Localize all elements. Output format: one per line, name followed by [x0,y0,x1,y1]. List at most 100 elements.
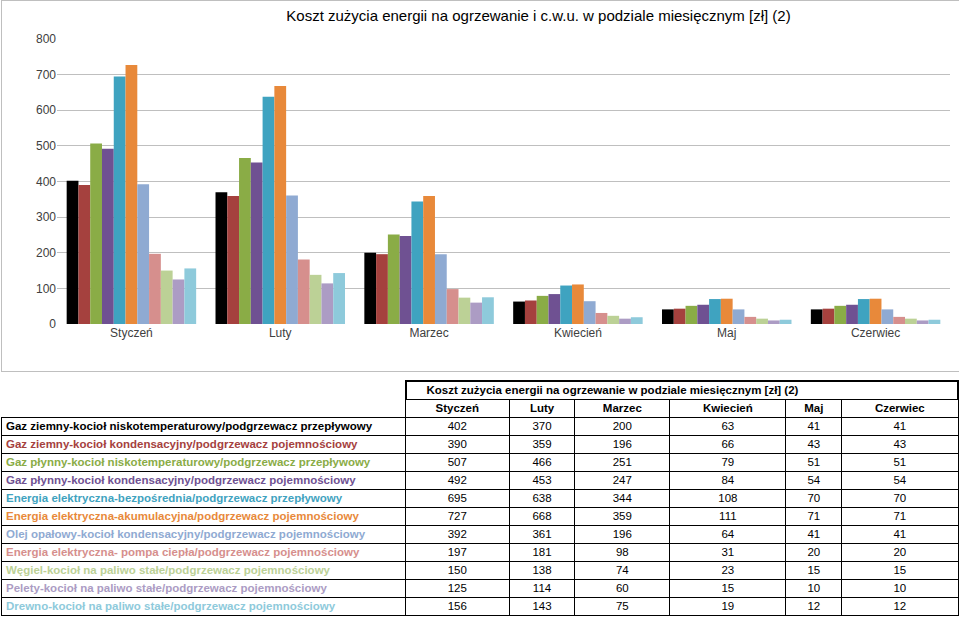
html-text:20: 20 [893,546,907,558]
html-text:200: 200 [612,420,632,432]
html-text:156: 156 [447,600,467,612]
html-text:668: 668 [532,510,552,522]
html-text:143: 143 [532,600,552,612]
html-text:359: 359 [532,438,552,450]
html-text:Energia elektryczna-akumulacyj: Energia elektryczna-akumulacyjna/podgrze… [6,510,359,522]
html-text:Luty: Luty [529,402,555,414]
svg-text:Luty: Luty [269,326,292,340]
html-text:344: 344 [612,492,632,504]
html-text:54: 54 [893,474,907,486]
svg-text:600: 600 [36,103,56,117]
html-text:71: 71 [893,510,907,522]
html-text:Styczeń: Styczeń [435,402,479,414]
svg-text:Styczeń: Styczeń [110,326,153,340]
svg-text:Koszt zużycia energii na ogrze: Koszt zużycia energii na ogrzewanie i c.… [286,7,790,24]
html-text:125: 125 [447,582,467,594]
html-text:108: 108 [718,492,738,504]
svg-text:500: 500 [36,139,56,153]
html-text:111: 111 [719,510,737,522]
html-text:75: 75 [615,600,629,612]
html-text:23: 23 [721,564,735,576]
html-text:41: 41 [807,420,821,432]
html-text:Marzec: Marzec [602,402,642,414]
html-text:71: 71 [807,510,821,522]
svg-text:100: 100 [36,282,56,296]
html-text:Olej opałowy-kocioł kondensacy: Olej opałowy-kocioł kondensacyjny/podgrz… [6,528,366,540]
html-text:15: 15 [721,582,735,594]
html-text:181: 181 [532,546,552,558]
svg-text:Kwiecień: Kwiecień [554,326,602,340]
html-text:251: 251 [612,456,632,468]
html-text:20: 20 [807,546,821,558]
html-text:390: 390 [447,438,467,450]
html-text:247: 247 [612,474,632,486]
html-text:Energia elektryczna- pompa cie: Energia elektryczna- pompa ciepła/podgrz… [6,546,360,558]
html-text:507: 507 [447,456,467,468]
svg-text:800: 800 [36,32,56,46]
html-text:150: 150 [447,564,467,576]
html-text:402: 402 [447,420,467,432]
html-text:Gaz ziemny-kocioł kondensacyjn: Gaz ziemny-kocioł kondensacyjny/podgrzew… [6,438,358,450]
html-text:695: 695 [447,492,467,504]
svg-text:400: 400 [36,175,56,189]
html-text:Kwiecień: Kwiecień [702,402,753,414]
html-text:Koszt zużycia energii na ogrze: Koszt zużycia energii na ogrzewanie w po… [426,384,799,396]
svg-text:200: 200 [36,246,56,260]
svg-text:0: 0 [49,317,56,331]
html-text:370: 370 [532,420,552,432]
html-text:Gaz ziemny-kocioł niskotempera: Gaz ziemny-kocioł niskotemperaturowy/pod… [6,420,373,432]
html-text:43: 43 [893,438,907,450]
html-text:492: 492 [447,474,467,486]
html-text:392: 392 [447,528,467,540]
html-text:79: 79 [721,456,735,468]
html-text:84: 84 [721,474,735,486]
html-text:114: 114 [532,582,552,594]
html-text:41: 41 [893,420,907,432]
html-text:Drewno-kocioł na paliwo stałe/: Drewno-kocioł na paliwo stałe/podgrzewac… [6,600,336,612]
html-text:43: 43 [807,438,821,450]
svg-text:300: 300 [36,210,56,224]
html-text:31: 31 [721,546,735,558]
html-text:10: 10 [807,582,821,594]
html-text:138: 138 [532,564,552,576]
html-text:Czerwiec: Czerwiec [874,402,925,414]
html-text:638: 638 [532,492,552,504]
html-text:361: 361 [532,528,552,540]
html-text:Węgiel-kocioł na paliwo stałe/: Węgiel-kocioł na paliwo stałe/podgrzewac… [6,564,330,576]
html-text:63: 63 [721,420,735,432]
svg-text:Marzec: Marzec [409,326,448,340]
html-text:727: 727 [447,510,467,522]
html-text:10: 10 [893,582,907,594]
html-text:15: 15 [893,564,907,576]
html-text:60: 60 [615,582,629,594]
html-text:64: 64 [721,528,735,540]
html-text:Maj: Maj [804,402,824,414]
html-text:196: 196 [612,528,632,540]
html-text:70: 70 [807,492,821,504]
html-text:70: 70 [893,492,907,504]
html-text:12: 12 [807,600,821,612]
html-text:41: 41 [807,528,821,540]
html-text:66: 66 [721,438,735,450]
html-text:453: 453 [532,474,552,486]
svg-text:700: 700 [36,68,56,82]
svg-text:Maj: Maj [717,326,736,340]
html-text:19: 19 [721,600,735,612]
html-text:98: 98 [615,546,629,558]
html-text:359: 359 [612,510,632,522]
html-text:74: 74 [615,564,629,576]
html-text:196: 196 [612,438,632,450]
html-text:51: 51 [807,456,821,468]
html-text:Pelety-kocioł na paliwo stałe/: Pelety-kocioł na paliwo stałe/podgrzewac… [6,582,327,594]
html-text:Gaz płynny-kocioł kondensacyjn: Gaz płynny-kocioł kondensacyjny/podgrzew… [6,474,356,486]
html-text:15: 15 [807,564,821,576]
html-text:51: 51 [893,456,907,468]
html-text:466: 466 [532,456,552,468]
html-text:Gaz płynny-kocioł niskotempera: Gaz płynny-kocioł niskotemperaturowy/pod… [6,456,371,468]
html-text:Energia elektryczna-bezpośredn: Energia elektryczna-bezpośrednia/podgrze… [6,492,343,504]
html-text:12: 12 [893,600,907,612]
html-text:197: 197 [447,546,467,558]
html-text:41: 41 [893,528,907,540]
svg-text:Czerwiec: Czerwiec [851,326,900,340]
html-text:54: 54 [807,474,821,486]
